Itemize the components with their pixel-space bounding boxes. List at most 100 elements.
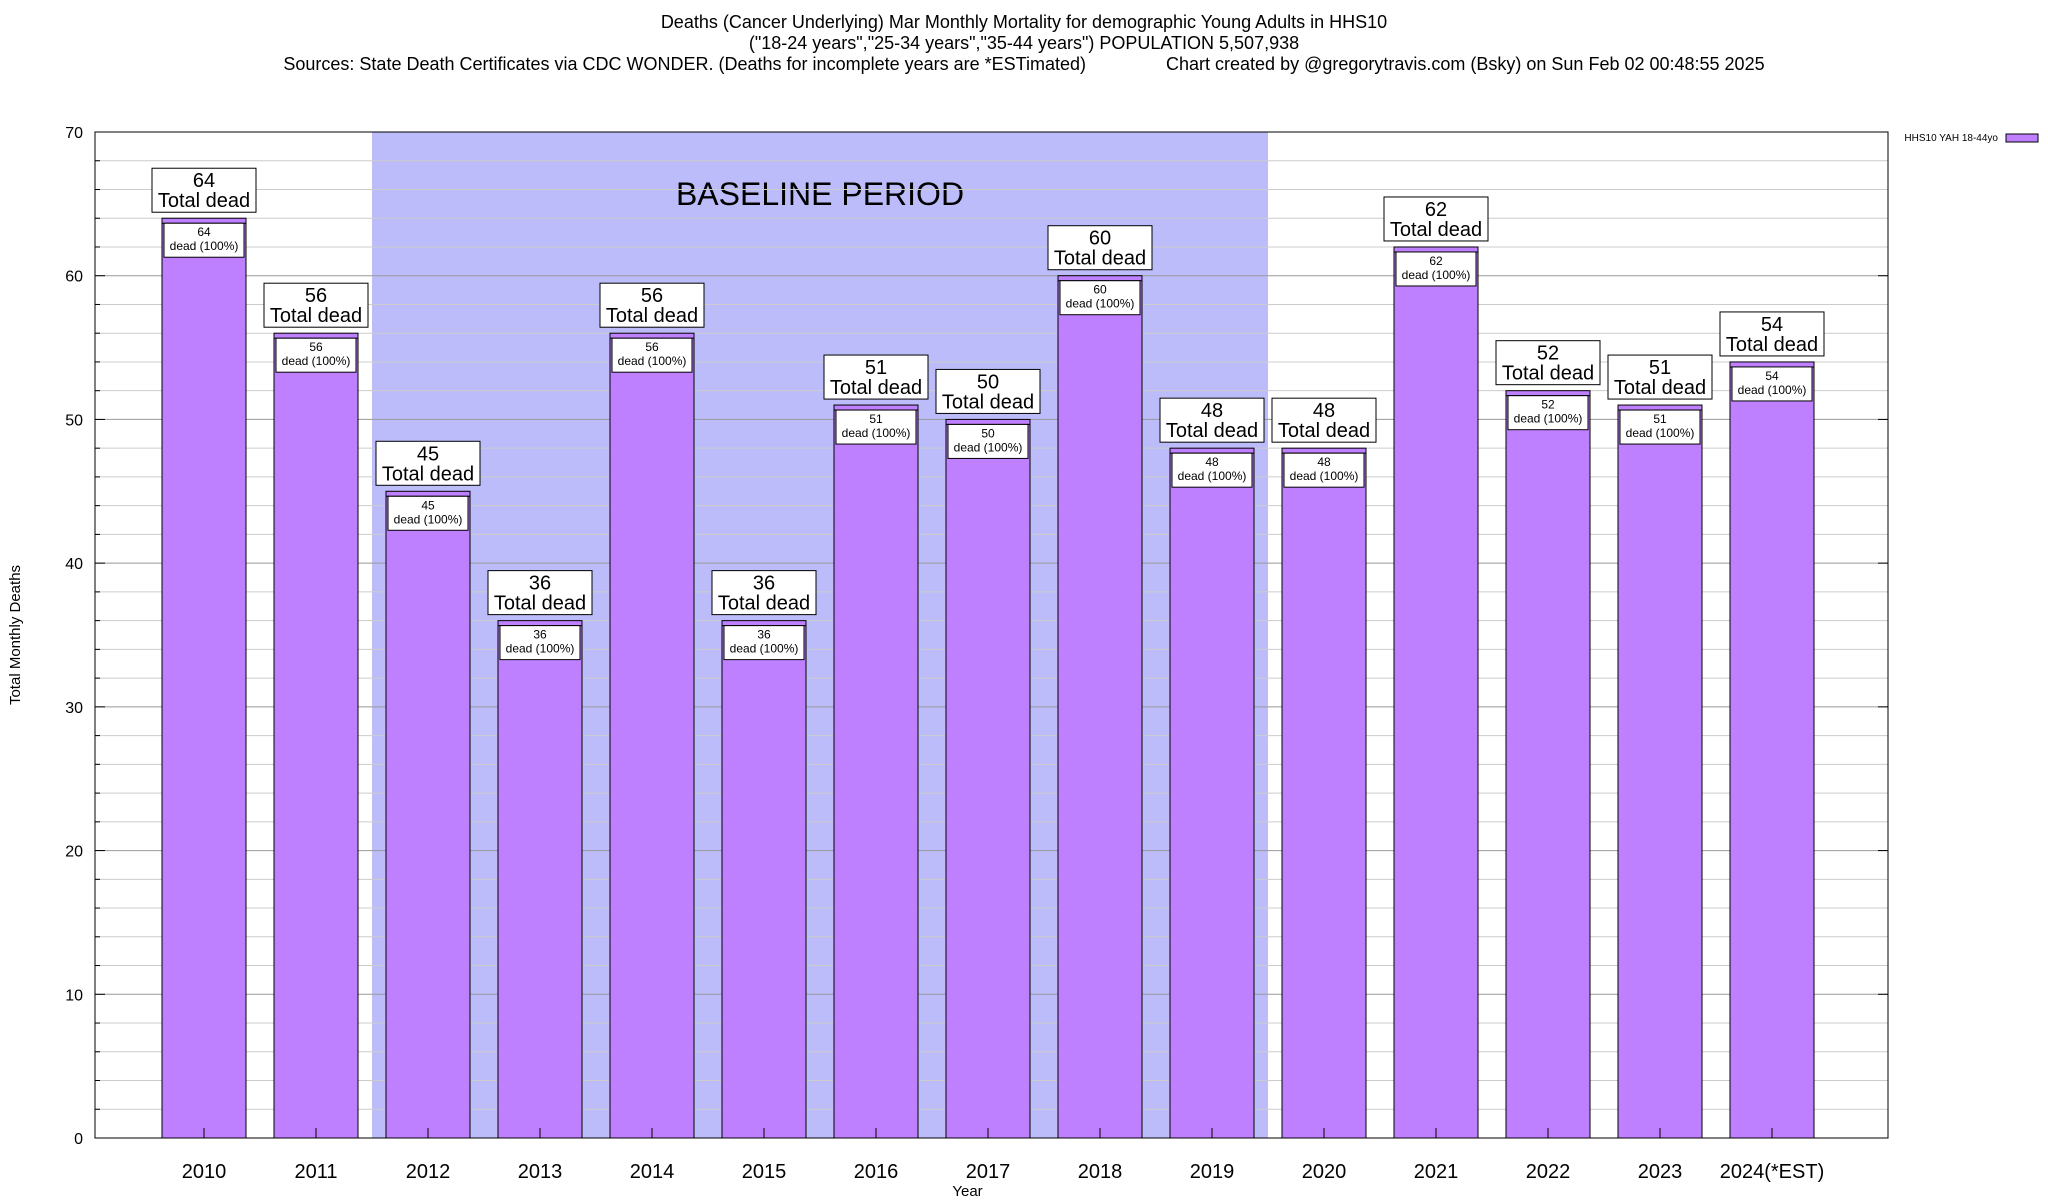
x-tick-label: 2019 <box>1190 1161 1235 1183</box>
x-tick-label: 2014 <box>630 1161 675 1183</box>
chart-title: Deaths (Cancer Underlying) Mar Monthly M… <box>660 12 1388 32</box>
total-label-box <box>1719 311 1825 357</box>
inner-label-value: 56 <box>645 340 659 354</box>
total-label-box <box>1607 354 1713 400</box>
y-axis-label: Total Monthly Deaths <box>7 565 24 705</box>
x-tick-label: 2013 <box>518 1161 563 1183</box>
total-label-value: 50 <box>977 371 999 393</box>
inner-label-text: dead (100%) <box>954 440 1023 454</box>
total-label-box <box>375 440 481 486</box>
plot-frame <box>94 131 1889 1139</box>
y-tick-label: 0 <box>74 1131 83 1148</box>
x-tick-label: 2011 <box>294 1161 337 1183</box>
bar <box>1393 246 1479 1139</box>
x-tick-label: 2016 <box>854 1161 899 1183</box>
inner-label-text: dead (100%) <box>842 426 911 440</box>
inner-label-box <box>1731 366 1813 402</box>
total-label-value: 36 <box>753 573 775 595</box>
total-label-box <box>1495 340 1601 386</box>
total-label-box <box>599 282 705 328</box>
bar <box>945 418 1031 1139</box>
inner-label-text: dead (100%) <box>170 239 239 253</box>
total-label-box <box>711 570 817 616</box>
inner-label-value: 62 <box>1429 254 1443 268</box>
total-label-box <box>487 570 593 616</box>
inner-label-text: dead (100%) <box>1402 268 1471 282</box>
inner-label-box <box>275 337 357 373</box>
bar <box>833 404 919 1139</box>
baseline-period-label: BASELINE PERIOD <box>676 176 964 212</box>
inner-label-text: dead (100%) <box>618 354 687 368</box>
inner-label-value: 50 <box>981 426 995 440</box>
legend-label: HHS10 YAH 18-44yo <box>1904 133 1998 144</box>
x-tick-label: 2012 <box>406 1161 451 1183</box>
inner-label-box <box>1059 280 1141 316</box>
total-label-box <box>935 368 1041 414</box>
legend-swatch <box>2005 133 2039 143</box>
total-label-value: 60 <box>1089 228 1111 250</box>
x-tick-label: 2010 <box>182 1161 227 1183</box>
total-label-value: 54 <box>1761 314 1783 336</box>
bar <box>609 332 695 1139</box>
inner-label-text: dead (100%) <box>1290 469 1359 483</box>
y-tick-label: 60 <box>65 269 83 286</box>
inner-label-text: dead (100%) <box>506 642 575 656</box>
y-tick-label: 50 <box>65 412 83 429</box>
total-label-value: 48 <box>1201 400 1223 422</box>
inner-label-value: 60 <box>1093 283 1107 297</box>
inner-label-value: 51 <box>869 412 883 426</box>
total-label-box <box>151 167 257 213</box>
total-label-value: 48 <box>1313 400 1335 422</box>
total-label-text: Total dead <box>494 593 586 615</box>
bar <box>1169 447 1255 1139</box>
x-tick-label: 2015 <box>742 1161 787 1183</box>
inner-label-text: dead (100%) <box>730 642 799 656</box>
x-tick-label: 2020 <box>1302 1161 1347 1183</box>
total-label-value: 56 <box>305 285 327 307</box>
inner-label-box <box>1619 409 1701 445</box>
x-tick-label: 2021 <box>1414 1161 1459 1183</box>
total-label-text: Total dead <box>718 593 810 615</box>
y-tick-label: 30 <box>65 700 83 717</box>
bar <box>1729 361 1815 1139</box>
total-label-value: 36 <box>529 573 551 595</box>
total-label-text: Total dead <box>1390 219 1482 241</box>
inner-label-value: 36 <box>533 628 547 642</box>
inner-label-text: dead (100%) <box>1178 469 1247 483</box>
total-label-text: Total dead <box>1726 334 1818 356</box>
x-tick-label: 2022 <box>1526 1161 1571 1183</box>
total-label-value: 56 <box>641 285 663 307</box>
inner-label-box <box>835 409 917 445</box>
total-label-text: Total dead <box>1502 363 1594 385</box>
total-label-box <box>823 354 929 400</box>
total-label-text: Total dead <box>606 305 698 327</box>
total-label-text: Total dead <box>1166 420 1258 442</box>
bar <box>161 217 247 1139</box>
bar <box>1617 404 1703 1139</box>
y-tick-label: 20 <box>65 844 83 861</box>
inner-label-box <box>723 625 805 661</box>
y-tick-label: 10 <box>65 987 83 1004</box>
bar <box>385 490 471 1139</box>
inner-label-value: 51 <box>1653 412 1667 426</box>
inner-label-value: 64 <box>197 225 211 239</box>
inner-label-text: dead (100%) <box>394 512 463 526</box>
total-label-value: 51 <box>1649 357 1671 379</box>
inner-label-value: 48 <box>1317 455 1331 469</box>
x-tick-label: 2017 <box>966 1161 1011 1183</box>
total-label-text: Total dead <box>382 463 474 485</box>
inner-label-box <box>1283 452 1365 488</box>
inner-label-value: 54 <box>1765 369 1779 383</box>
inner-label-box <box>499 625 581 661</box>
total-label-text: Total dead <box>1614 377 1706 399</box>
inner-label-value: 45 <box>421 498 435 512</box>
inner-label-box <box>947 423 1029 459</box>
bar <box>1057 275 1143 1139</box>
inner-label-value: 56 <box>309 340 323 354</box>
total-label-box <box>1159 397 1265 443</box>
inner-label-text: dead (100%) <box>1626 426 1695 440</box>
total-label-value: 64 <box>193 170 215 192</box>
chart-source-line: Sources: State Death Certificates via CD… <box>283 54 1765 74</box>
inner-label-text: dead (100%) <box>1066 297 1135 311</box>
